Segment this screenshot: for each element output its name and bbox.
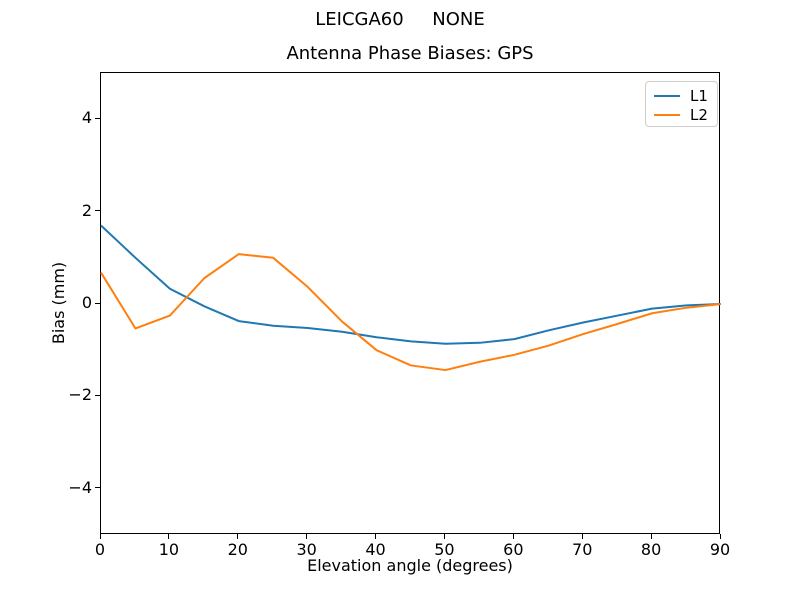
x-tick-label: 10 xyxy=(158,540,180,559)
x-tick-label: 40 xyxy=(365,540,386,559)
x-tick-mark xyxy=(375,534,377,539)
x-tick-label: 70 xyxy=(572,540,593,559)
legend-label: L1 xyxy=(690,87,708,105)
x-tick-mark xyxy=(306,534,308,539)
x-tick-mark xyxy=(581,534,583,539)
legend-item-L2: L2 xyxy=(654,106,709,124)
y-tick-label: 4 xyxy=(81,108,92,128)
legend-line-icon xyxy=(654,95,680,97)
x-tick-label: 50 xyxy=(434,540,455,559)
x-tick-mark xyxy=(512,534,514,539)
legend: L1 L2 xyxy=(645,81,718,127)
x-tick-mark xyxy=(99,534,101,539)
axes-title: Antenna Phase Biases: GPS xyxy=(286,43,534,64)
legend-line-icon xyxy=(654,114,680,116)
y-tick-label: 0 xyxy=(81,293,92,312)
y-tick-label: −4 xyxy=(68,477,92,497)
x-tick-label: 80 xyxy=(640,540,662,559)
x-axis-label: Elevation angle (degrees) xyxy=(307,556,513,575)
x-tick-label: 60 xyxy=(503,540,524,559)
y-tick-mark xyxy=(95,302,100,304)
x-tick-mark xyxy=(719,534,721,539)
x-tick-label: 30 xyxy=(296,540,317,559)
legend-item-L1: L1 xyxy=(654,87,709,105)
line-chart xyxy=(100,224,722,372)
x-tick-mark xyxy=(168,534,170,539)
y-tick-mark xyxy=(95,117,100,119)
y-tick-mark xyxy=(95,210,100,212)
x-tick-mark xyxy=(237,534,239,539)
plot-area: L1 L2 xyxy=(100,72,722,534)
y-tick-label: −2 xyxy=(68,385,92,405)
series-line-L2 xyxy=(100,253,722,372)
legend-label: L2 xyxy=(690,106,708,124)
x-tick-mark xyxy=(650,534,652,539)
x-tick-label: 20 xyxy=(227,540,248,559)
figure-suptitle: LEICGA60 NONE xyxy=(315,9,485,30)
x-tick-mark xyxy=(443,534,445,539)
y-tick-mark xyxy=(95,487,100,489)
series-line-L1 xyxy=(100,224,722,345)
y-tick-label: 2 xyxy=(81,200,92,220)
x-tick-label: 90 xyxy=(709,540,731,559)
y-tick-mark xyxy=(95,394,100,396)
x-tick-label: 0 xyxy=(94,540,106,559)
